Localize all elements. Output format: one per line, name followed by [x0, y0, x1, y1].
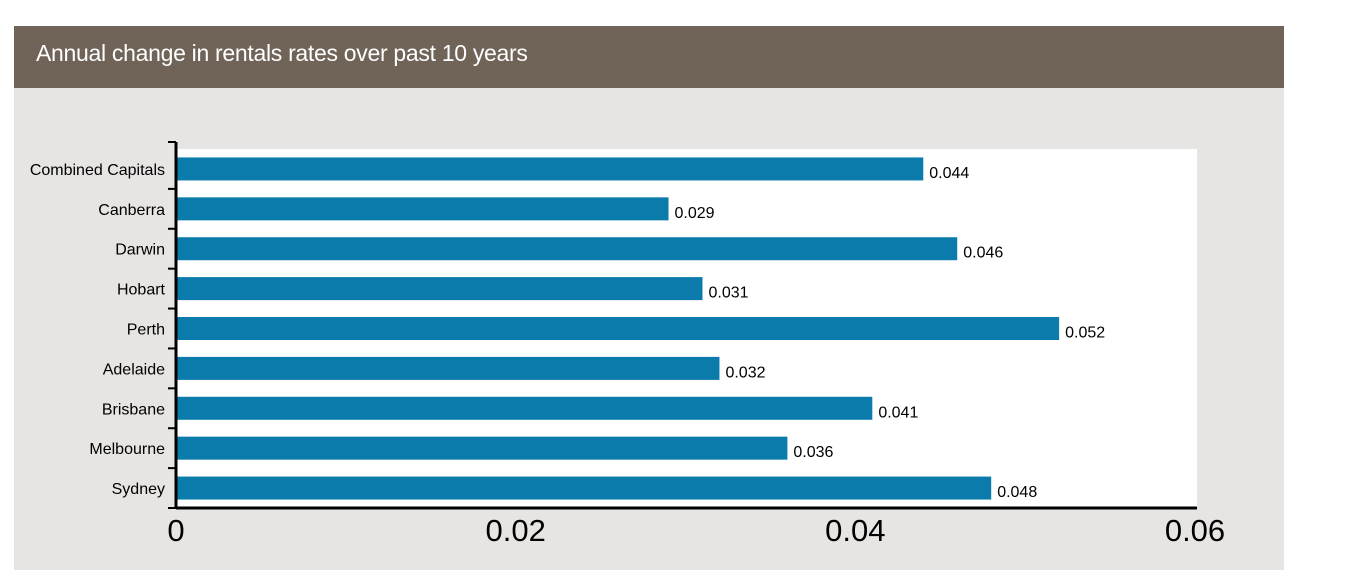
value-label: 0.029 — [675, 205, 715, 222]
category-label: Combined Capitals — [30, 162, 165, 179]
value-label: 0.031 — [708, 285, 748, 302]
category-label: Melbourne — [89, 441, 165, 458]
value-label: 0.044 — [929, 165, 969, 182]
category-label: Perth — [127, 322, 165, 339]
bar-7 — [176, 436, 788, 460]
bar-4 — [176, 317, 1060, 340]
category-label: Canberra — [98, 202, 165, 219]
chart-title: Annual change in rentals rates over past… — [36, 40, 528, 66]
category-label: Adelaide — [103, 361, 165, 378]
x-tick-label: 0.04 — [825, 513, 885, 548]
bar-5 — [176, 356, 720, 380]
bar-6 — [176, 396, 873, 420]
bar-3 — [176, 277, 703, 301]
value-label: 0.046 — [963, 245, 1003, 262]
x-tick-label: 0 — [167, 513, 184, 548]
category-label: Darwin — [115, 242, 165, 259]
bar-2 — [176, 237, 958, 261]
x-tick-label: 0.02 — [485, 513, 545, 548]
value-label: 0.052 — [1065, 325, 1105, 342]
value-label: 0.036 — [793, 444, 833, 461]
bar-1 — [176, 197, 669, 221]
value-label: 0.041 — [878, 404, 918, 421]
value-label: 0.032 — [725, 364, 765, 381]
category-label: Brisbane — [102, 401, 165, 418]
bar-8 — [176, 476, 992, 500]
chart-header: Annual change in rentals rates over past… — [14, 26, 1284, 88]
category-label: Sydney — [112, 481, 165, 498]
value-label: 0.048 — [997, 484, 1037, 501]
x-tick-label: 0.06 — [1165, 513, 1225, 548]
category-label: Hobart — [117, 282, 166, 299]
bar-0 — [176, 157, 924, 181]
